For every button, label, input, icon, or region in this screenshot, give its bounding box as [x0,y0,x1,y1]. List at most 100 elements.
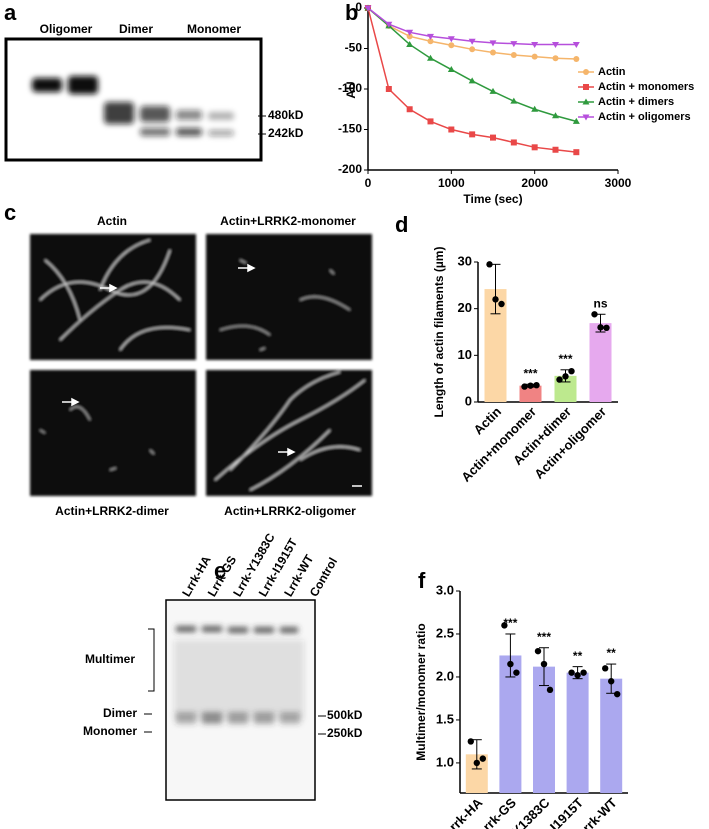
data-point [562,373,569,380]
image-title: Actin+LRRK2-dimer [55,504,169,518]
y-tick-label: 1.0 [436,754,454,769]
significance: *** [537,630,551,644]
point [468,77,476,84]
point [406,40,414,47]
blot [4,37,263,162]
significance: *** [523,366,537,380]
x-tick-label: 1000 [438,176,465,190]
point [427,38,434,45]
micrographs [30,234,372,496]
panel-label: c [4,200,16,225]
y-axis-label: Length of actin filaments (µm) [432,247,446,418]
data-point [492,296,499,303]
data-point [521,383,528,390]
lane-label: Monomer [187,22,241,36]
point [468,38,476,45]
data-point [568,669,575,676]
legend-label: Actin + oligomers [598,111,691,123]
marker-label: 500kD [327,708,363,722]
series-line [367,7,577,123]
point [573,56,580,63]
point [490,134,496,141]
point [531,105,539,112]
blot [165,599,316,801]
lane-label: Oligomer [40,22,93,36]
panel-label: b [345,0,358,25]
significance: *** [503,616,517,630]
point [489,87,497,94]
marker-label: 242kD [268,126,304,140]
data-point [568,368,575,375]
data-point [486,261,493,268]
bar [484,289,507,402]
y-tick-label: 10 [458,347,472,362]
data-point [479,755,486,762]
data-point [513,669,520,676]
y-tick-label: 2.0 [436,668,454,683]
image-title: Actin [97,214,127,228]
point [573,149,580,156]
data-point [591,311,598,318]
marker-label: 250kD [327,726,363,740]
data-point [602,665,609,672]
point [552,112,559,119]
legend-label: Actin + monomers [598,81,694,93]
y-tick-label: 30 [458,253,472,268]
point [552,41,559,48]
data-point [608,678,615,685]
y-tick-label: 0 [465,393,472,408]
point [447,36,455,43]
panel-label: e [214,558,226,583]
panel-label: a [4,0,17,25]
point [552,55,559,62]
bar [566,672,589,793]
point [510,97,518,104]
legend-marker [582,114,590,121]
legend-label: Actin + dimers [598,96,674,108]
bar [589,323,612,402]
x-tick-label: 0 [365,176,372,190]
point [510,51,517,58]
legend-marker [582,98,590,105]
y-axis-label: AU [344,81,358,98]
y-axis-label: Multimer/monomer ratio [414,623,428,760]
bar [499,655,522,793]
y-tick-label: 20 [458,300,472,315]
point [531,41,539,48]
significance: ns [593,296,607,310]
point [531,53,538,60]
point [406,29,414,36]
point [469,46,476,53]
point [406,106,413,113]
panel-label: d [395,212,408,237]
point [469,131,476,138]
x-tick-label: Lrrk-WT [574,795,620,829]
data-point [580,669,587,676]
data-point [467,738,474,745]
point [427,54,434,61]
panel-label: f [418,568,426,593]
legend-label: Actin [598,66,626,78]
data-point [498,300,505,308]
bar [533,666,555,793]
point [385,86,392,92]
legend-marker [583,69,589,75]
point [406,33,413,40]
data-point [507,660,514,668]
point [531,144,538,151]
data-point [603,324,610,331]
y-tick-label: 2.5 [436,625,454,640]
x-axis-label: Time (sec) [463,192,522,206]
y-tick-label: -200 [338,162,362,176]
data-point [533,382,540,389]
lane-label: Dimer [119,22,153,36]
data-point [614,690,621,698]
point [448,126,455,133]
y-tick-label: -50 [345,41,363,55]
data-point [534,647,542,655]
point [572,41,580,48]
data-point [556,376,563,383]
point [572,117,580,124]
point [490,49,496,56]
